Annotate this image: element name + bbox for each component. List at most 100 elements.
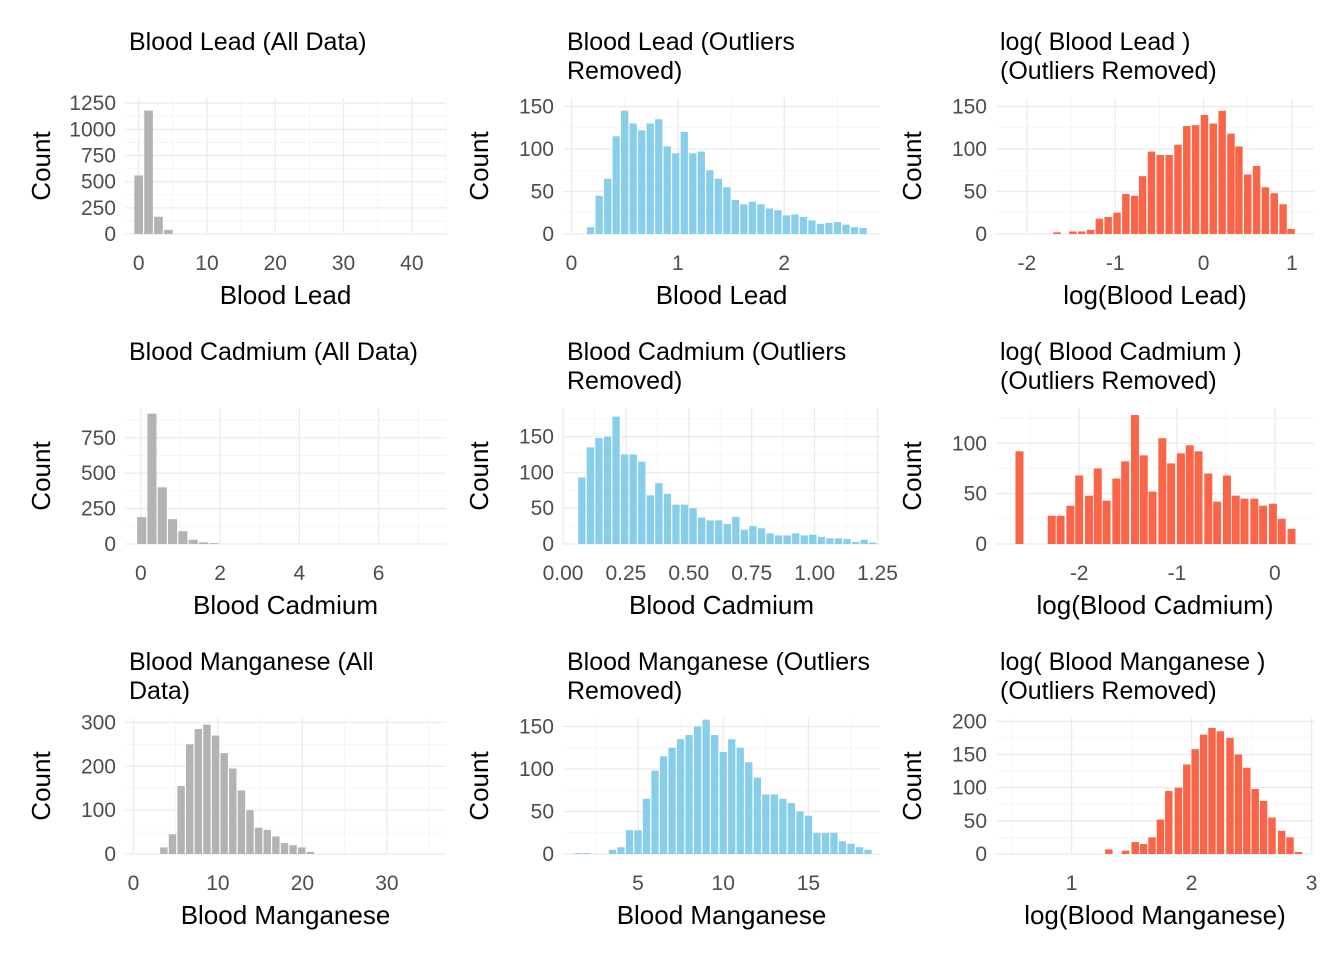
- histogram-bars: [137, 413, 219, 544]
- histogram-bar: [1218, 110, 1226, 234]
- y-tick-label: 300: [81, 711, 116, 734]
- y-tick-label: 100: [519, 461, 554, 484]
- histogram-bar: [144, 110, 153, 234]
- histogram-bar: [1213, 501, 1222, 544]
- x-tick-label: 0: [133, 252, 145, 275]
- histogram-bar: [808, 220, 816, 234]
- histogram-bar: [834, 538, 843, 544]
- histogram-bars: [578, 416, 877, 544]
- x-tick-label: 0.00: [543, 562, 584, 585]
- histogram-bar: [1252, 166, 1261, 234]
- histogram-bar: [1174, 144, 1182, 234]
- y-tick-label: 1000: [69, 118, 116, 141]
- y-tick-label: 150: [952, 743, 987, 766]
- y-tick-labels: 0 100 200 300: [81, 711, 116, 866]
- y-tick-label: 150: [952, 96, 987, 119]
- y-axis-label: Count: [26, 751, 56, 821]
- y-tick-label: 100: [519, 138, 554, 161]
- histogram-bar: [680, 132, 688, 234]
- histogram-bar: [1235, 146, 1243, 234]
- histogram-bar: [1131, 842, 1139, 854]
- panel-title-line: Data): [129, 677, 190, 705]
- histogram-bar: [1102, 500, 1111, 544]
- histogram-bar: [757, 204, 765, 234]
- histogram-bar: [198, 542, 209, 544]
- histogram-bar: [612, 416, 620, 544]
- histogram-bars: [574, 719, 872, 854]
- x-tick-label: 2: [778, 252, 790, 275]
- histogram-bar: [826, 538, 834, 544]
- histogram-bar: [833, 222, 842, 234]
- y-tick-label: 0: [975, 843, 987, 866]
- panel-1: Blood Lead (All Data)0250500750100012500…: [26, 28, 447, 310]
- x-tick-labels: 0.00 0.25 0.50 0.75 1.00 1.25: [543, 562, 898, 585]
- histogram-bar: [655, 483, 663, 544]
- x-axis-label: log(Blood Cadmium): [1037, 590, 1274, 620]
- panel-title: log( Blood Manganese )(Outliers Removed): [1000, 648, 1265, 705]
- histogram-bar: [723, 523, 731, 544]
- histogram-bar: [1165, 790, 1173, 854]
- plot-grid: [125, 718, 446, 855]
- x-axis-label: Blood Manganese: [617, 900, 827, 930]
- y-axis-label: Count: [26, 131, 56, 201]
- histogram-bar: [1176, 453, 1185, 544]
- histogram-bar: [689, 153, 697, 234]
- histogram-bar: [792, 533, 800, 544]
- x-tick-label: 0: [1198, 252, 1210, 275]
- y-tick-label: 0: [104, 223, 116, 246]
- y-tick-label: 750: [81, 145, 116, 168]
- histogram-bar: [638, 461, 646, 544]
- histogram-bar: [157, 487, 167, 544]
- y-tick-labels: 0 50 100 150 200: [952, 710, 987, 866]
- x-axis-label: Blood Lead: [656, 280, 788, 310]
- histogram-bar: [160, 847, 168, 854]
- histogram-bar: [1156, 154, 1165, 234]
- x-tick-label: -2: [1018, 252, 1037, 275]
- x-tick-label: -2: [1070, 562, 1089, 585]
- histogram-bar: [757, 528, 766, 544]
- y-tick-labels: 0 50 100 150: [519, 96, 554, 247]
- x-tick-label: 2: [214, 562, 226, 585]
- y-tick-label: 100: [81, 799, 116, 822]
- histogram-bar: [1287, 528, 1296, 544]
- histogram-bar: [1047, 515, 1056, 544]
- histogram-bar: [736, 747, 744, 854]
- histogram-bar: [646, 123, 654, 234]
- histogram-bar: [663, 493, 672, 544]
- y-tick-label: 150: [519, 426, 554, 449]
- histogram-bar: [1243, 767, 1251, 854]
- x-tick-labels: 0 2 4 6: [135, 562, 384, 585]
- x-axis-label: log(Blood Manganese): [1024, 900, 1286, 930]
- histogram-bar: [668, 747, 676, 854]
- histogram-bar: [838, 841, 847, 854]
- histogram-bar: [629, 123, 637, 234]
- histogram-bar: [711, 735, 719, 854]
- x-tick-label: 15: [797, 872, 820, 895]
- histogram-bar: [774, 210, 782, 234]
- histogram-bar: [280, 843, 289, 854]
- histogram-bar: [1244, 174, 1252, 234]
- y-tick-label: 50: [531, 181, 554, 204]
- panel-title-line: log( Blood Cadmium ): [1000, 338, 1242, 366]
- histogram-bar: [706, 170, 714, 234]
- histogram-bar: [1191, 125, 1200, 234]
- panel-title-line: Blood Manganese (Outliers: [567, 648, 870, 676]
- x-tick-label: 4: [294, 562, 306, 585]
- histogram-bar: [586, 447, 595, 544]
- histogram-bar: [728, 739, 736, 854]
- histogram-bar: [1113, 212, 1121, 234]
- y-tick-labels: 0 50 100: [952, 432, 987, 556]
- histogram-bar: [1138, 176, 1147, 234]
- histogram-bar: [851, 541, 860, 544]
- y-tick-label: 200: [952, 710, 987, 733]
- x-tick-label: 30: [332, 252, 355, 275]
- y-tick-label: 0: [542, 843, 554, 866]
- histogram-bar: [629, 454, 637, 544]
- histogram-bar: [774, 535, 783, 544]
- histogram-bar: [1148, 491, 1157, 544]
- panel-title-line: Removed): [567, 57, 682, 85]
- panel-title-line: log( Blood Lead ): [1000, 28, 1190, 56]
- histogram-bar: [850, 227, 859, 234]
- histogram-bar: [638, 130, 646, 234]
